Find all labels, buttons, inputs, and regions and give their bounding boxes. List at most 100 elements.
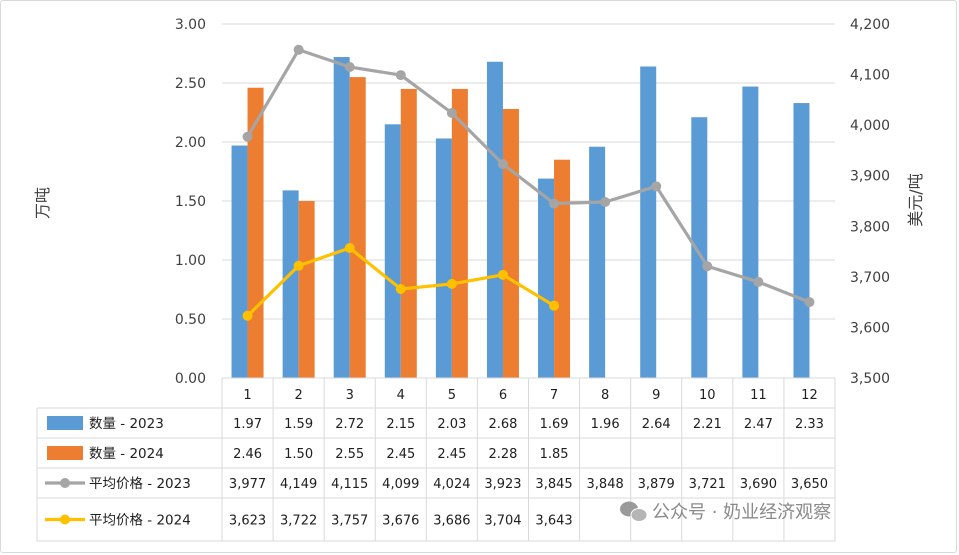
bar	[742, 86, 759, 378]
line-point	[702, 261, 713, 272]
line-point	[549, 300, 560, 311]
data-label: 3,977	[229, 477, 266, 492]
right-tick-label: 3,600	[850, 320, 890, 336]
data-label: 1.97	[233, 417, 262, 432]
left-tick-label: 0.00	[175, 371, 206, 387]
category-label: 5	[448, 388, 456, 403]
data-label: 2.03	[437, 417, 466, 432]
bar	[554, 159, 571, 378]
category-label: 9	[652, 388, 660, 403]
right-tick-label: 4,000	[850, 118, 890, 134]
data-label: 3,690	[740, 477, 777, 492]
legend-label: 数量 - 2023	[89, 416, 164, 432]
right-tick-label: 4,200	[850, 17, 890, 33]
data-label: 3,879	[638, 477, 675, 492]
bar	[589, 146, 606, 378]
category-label: 1	[243, 388, 251, 403]
line-point	[242, 131, 253, 142]
data-label: 3,757	[331, 514, 368, 529]
data-label: 2.68	[488, 417, 517, 432]
category-label: 12	[801, 388, 818, 403]
data-label: 3,650	[791, 477, 828, 492]
line-point	[651, 181, 662, 192]
data-label: 3,721	[689, 477, 726, 492]
line-point	[446, 108, 457, 119]
data-label: 3,722	[280, 514, 317, 529]
data-label: 3,704	[484, 514, 521, 529]
data-label: 2.21	[693, 417, 722, 432]
data-label: 3,676	[382, 514, 419, 529]
left-tick-label: 1.00	[175, 253, 206, 269]
bar	[298, 201, 315, 378]
watermark-text: 公众号 · 奶业经济观察	[652, 502, 831, 523]
line-point	[753, 276, 764, 287]
category-label: 6	[499, 388, 507, 403]
line-point	[497, 269, 508, 280]
data-label: 3,643	[535, 514, 572, 529]
data-label: 2.15	[386, 417, 415, 432]
line-point	[293, 260, 304, 271]
legend-key	[47, 416, 83, 430]
bar	[231, 145, 248, 378]
data-label: 2.55	[335, 447, 364, 462]
left-tick-label: 3.00	[175, 17, 206, 33]
data-label: 4,115	[331, 477, 368, 492]
line-point	[395, 70, 406, 81]
category-label: 7	[550, 388, 558, 403]
line-point	[395, 283, 406, 294]
bar	[538, 178, 555, 378]
data-label: 2.64	[642, 417, 671, 432]
category-label: 11	[750, 388, 767, 403]
bar	[640, 66, 657, 378]
left-tick-label: 2.50	[175, 76, 206, 92]
category-label: 8	[601, 388, 609, 403]
line-point	[549, 198, 560, 209]
category-label: 4	[397, 388, 405, 403]
data-label: 4,149	[280, 477, 317, 492]
data-label: 1.85	[540, 447, 569, 462]
data-label: 3,845	[535, 477, 572, 492]
bar	[435, 138, 452, 378]
bar	[502, 108, 519, 379]
right-tick-label: 4,100	[850, 68, 890, 84]
legend-label: 平均价格 - 2023	[89, 476, 191, 492]
line-point	[293, 44, 304, 55]
right-tick-label: 3,700	[850, 270, 890, 286]
bar	[349, 77, 366, 378]
data-label: 2.33	[795, 417, 824, 432]
line-point	[446, 278, 457, 289]
left-axis-title: 万吨	[33, 187, 52, 219]
data-label: 2.47	[744, 417, 773, 432]
legend-label: 平均价格 - 2024	[89, 513, 191, 529]
line-point	[242, 310, 253, 321]
line-point	[344, 61, 355, 72]
right-tick-label: 3,900	[850, 169, 890, 185]
data-label: 1.50	[284, 447, 313, 462]
data-label: 2.28	[488, 447, 517, 462]
legend-key	[47, 446, 83, 460]
data-label: 1.96	[591, 417, 620, 432]
right-tick-label: 3,500	[850, 371, 890, 387]
bar	[691, 117, 708, 378]
category-label: 2	[294, 388, 302, 403]
left-tick-label: 2.00	[175, 135, 206, 151]
series-line	[246, 48, 811, 304]
data-label: 2.46	[233, 447, 262, 462]
bar	[282, 190, 299, 378]
data-label: 4,024	[433, 477, 470, 492]
line-point	[497, 159, 508, 170]
data-label: 1.59	[284, 417, 313, 432]
bar	[384, 124, 401, 378]
legend-key	[60, 478, 70, 488]
legend-key	[60, 514, 70, 525]
bar	[486, 61, 503, 378]
data-label: 3,923	[484, 477, 521, 492]
data-label: 4,099	[382, 477, 419, 492]
data-label: 3,848	[587, 477, 624, 492]
bar	[793, 103, 810, 378]
bar	[400, 88, 417, 379]
legend-label: 数量 - 2024	[89, 446, 164, 462]
data-label: 2.72	[335, 417, 364, 432]
